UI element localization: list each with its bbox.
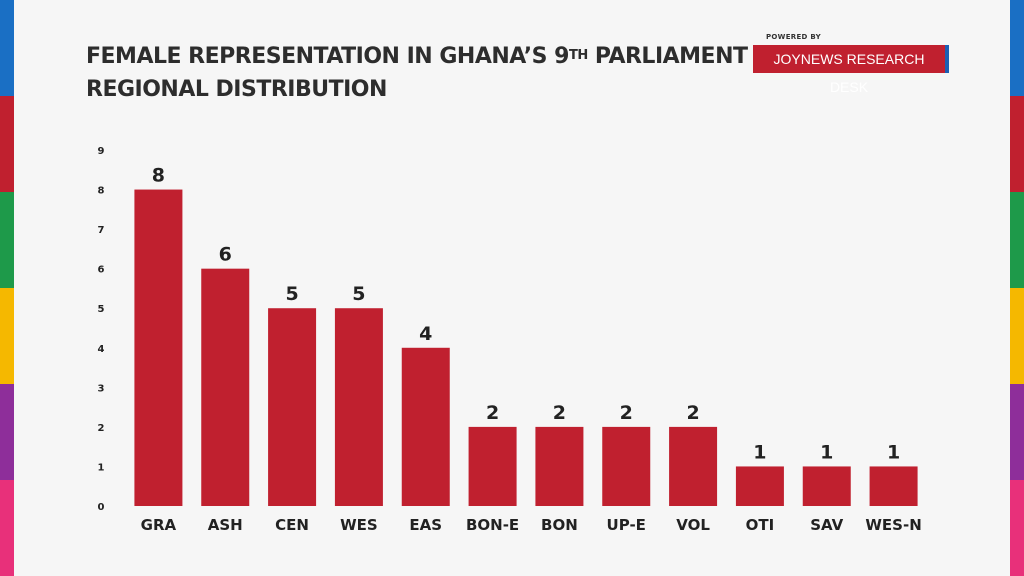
research-desk-badge: JOYNEWS RESEARCH DESK — [753, 45, 949, 95]
bar — [401, 347, 450, 506]
frame-stripe-segment — [1010, 96, 1024, 192]
bar — [134, 189, 183, 507]
data-label: 8 — [152, 165, 165, 187]
y-tick-label: 1 — [98, 462, 105, 473]
data-label: 1 — [753, 441, 766, 463]
x-category-label: ASH — [208, 516, 243, 534]
title-line-1: FEMALE REPRESENTATION IN GHANA’S 9TH PAR… — [86, 44, 748, 69]
chart-title: FEMALE REPRESENTATION IN GHANA’S 9TH PAR… — [86, 40, 748, 106]
frame-stripe-segment — [1010, 288, 1024, 384]
x-category-label: CEN — [275, 516, 309, 534]
y-tick-label: 5 — [98, 304, 105, 315]
frame-stripe-segment — [0, 480, 14, 576]
x-category-label: SAV — [810, 516, 843, 534]
title-superscript: TH — [568, 48, 588, 63]
x-category-label: BON-E — [466, 516, 519, 534]
title-line-2: REGIONAL DISTRIBUTION — [86, 77, 387, 102]
data-label: 1 — [887, 441, 900, 463]
x-category-label: OTI — [746, 516, 775, 534]
frame-stripe-segment — [0, 192, 14, 288]
y-tick-label: 6 — [98, 265, 105, 276]
bar — [602, 426, 651, 506]
bar — [535, 426, 584, 506]
y-tick-label: 0 — [98, 502, 105, 513]
bar — [802, 466, 851, 506]
frame-stripe-segment — [1010, 480, 1024, 576]
y-tick-label: 4 — [98, 344, 105, 355]
y-tick-label: 7 — [98, 225, 105, 236]
data-label: 2 — [686, 402, 699, 424]
bar — [268, 308, 317, 506]
x-category-label: BON — [541, 516, 578, 534]
data-label: 1 — [820, 441, 833, 463]
bar — [334, 308, 383, 506]
bar — [869, 466, 918, 506]
x-category-label: VOL — [676, 516, 710, 534]
bar — [468, 426, 517, 506]
bar — [669, 426, 718, 506]
data-label: 4 — [419, 323, 432, 345]
bar — [735, 466, 784, 506]
y-tick-label: 2 — [98, 423, 105, 434]
y-tick-label: 3 — [98, 383, 105, 394]
bar — [201, 268, 250, 506]
data-label: 5 — [285, 283, 298, 305]
x-category-label: UP-E — [607, 516, 646, 534]
data-label: 2 — [553, 402, 566, 424]
data-label: 2 — [486, 402, 499, 424]
frame-stripe-segment — [1010, 0, 1024, 96]
y-tick-label: 9 — [98, 146, 105, 157]
data-label: 5 — [352, 283, 365, 305]
powered-by-label: POWERED BY — [766, 33, 822, 41]
x-category-label: WES — [340, 516, 378, 534]
y-tick-label: 8 — [98, 186, 105, 197]
x-category-label: EAS — [409, 516, 442, 534]
frame-stripe-right — [1010, 0, 1024, 576]
frame-stripe-segment — [1010, 192, 1024, 288]
x-category-label: WES-N — [865, 516, 921, 534]
frame-stripe-segment — [0, 288, 14, 384]
x-category-label: GRA — [141, 516, 177, 534]
data-label: 6 — [219, 244, 232, 266]
data-label: 2 — [620, 402, 633, 424]
frame-stripe-segment — [0, 384, 14, 480]
frame-stripe-left — [0, 0, 14, 576]
frame-stripe-segment — [0, 0, 14, 96]
frame-stripe-segment — [0, 96, 14, 192]
frame-stripe-segment — [1010, 384, 1024, 480]
